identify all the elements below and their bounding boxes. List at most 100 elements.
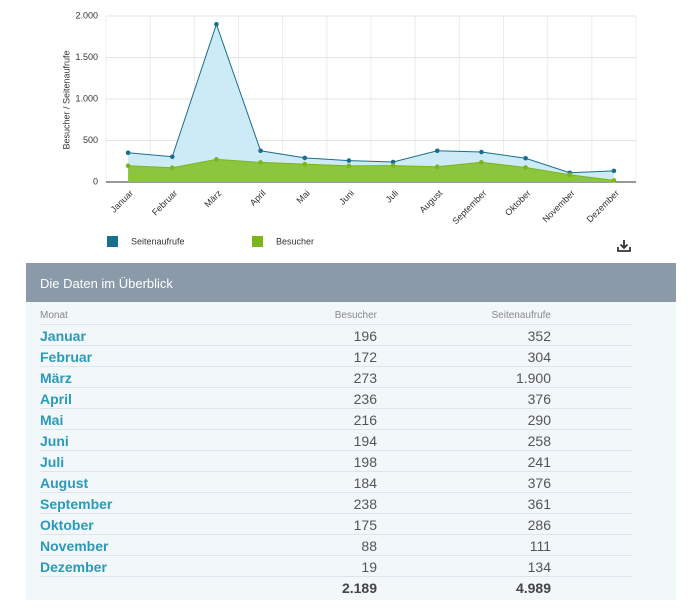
x-tick-label: September <box>450 188 488 226</box>
data-point <box>479 149 484 155</box>
series-area <box>128 159 614 182</box>
data-row: Oktober 175 286 <box>40 514 632 535</box>
data-point <box>346 158 352 163</box>
cell: 238 <box>353 496 377 512</box>
x-tick-label: Juli <box>384 188 401 205</box>
cell: Monat <box>40 310 68 321</box>
cell: März <box>40 370 72 386</box>
data-row: Februar 172 304 <box>40 346 632 367</box>
x-tick-label: Oktober <box>503 188 533 218</box>
cell: Dezember <box>40 559 107 575</box>
y-tick-label: 1.500 <box>75 52 98 62</box>
download-icon[interactable] <box>617 240 631 252</box>
cell: 172 <box>353 349 377 365</box>
series-area <box>128 24 614 182</box>
data-point <box>346 163 352 169</box>
cell: 352 <box>527 328 551 344</box>
cell: 184 <box>353 475 377 491</box>
cell: 134 <box>527 559 551 575</box>
data-row: November 88 111 <box>40 535 632 556</box>
cell: Juni <box>40 433 69 449</box>
data-point <box>258 160 263 165</box>
data-point <box>125 150 131 156</box>
cell: April <box>40 391 72 407</box>
total-row: 2.189 4.989 <box>40 577 632 598</box>
cell: 1.900 <box>515 370 551 386</box>
cell: Besucher <box>334 310 377 321</box>
cell: 111 <box>529 538 551 554</box>
y-tick-label: 500 <box>83 135 98 145</box>
data-point <box>434 164 440 170</box>
x-tick-label: Dezember <box>585 188 621 224</box>
cell: Mai <box>40 412 64 428</box>
data-point <box>258 148 263 154</box>
cell: 376 <box>527 391 551 407</box>
data-point <box>169 165 175 171</box>
data-point <box>567 172 573 177</box>
y-tick-label: 1.000 <box>75 93 98 103</box>
cell: 88 <box>361 538 377 554</box>
cell: 2.189 <box>341 580 377 596</box>
cell: 4.989 <box>515 580 551 596</box>
panel-title: Die Daten im Überblick <box>26 263 676 302</box>
y-axis-label: Besucher / Seitenaufrufe <box>61 50 71 149</box>
data-point <box>523 165 528 170</box>
data-row: Dezember 19 134 <box>40 556 632 577</box>
data-point <box>611 168 617 174</box>
x-tick-label: August <box>417 188 444 215</box>
data-point <box>390 159 396 165</box>
data-point <box>125 163 131 169</box>
legend-swatch <box>107 236 118 247</box>
cell: 273 <box>353 370 377 386</box>
cell: August <box>40 475 89 491</box>
cell: Januar <box>40 328 86 344</box>
cell: 196 <box>353 328 377 344</box>
data-point <box>302 155 308 161</box>
data-row: Juli 198 241 <box>40 451 632 472</box>
data-row: März 273 1.900 <box>40 367 632 388</box>
data-point <box>523 155 528 161</box>
data-point <box>611 178 617 183</box>
x-tick-label: Februar <box>150 188 179 217</box>
data-row: September 238 361 <box>40 493 632 514</box>
y-tick-label: 2.000 <box>75 10 98 20</box>
x-tick-label: Mai <box>295 188 312 205</box>
cell: 19 <box>361 559 377 575</box>
table: Monat Besucher Seitenaufrufe Januar 196 352 Fe… <box>26 302 676 600</box>
cell: 290 <box>527 412 551 428</box>
legend-label: Besucher <box>276 236 314 246</box>
x-tick-label: März <box>202 188 224 210</box>
data-row: Juni 194 258 <box>40 430 632 451</box>
cell: Juli <box>40 454 65 470</box>
data-row: August 184 376 <box>40 472 632 493</box>
cell: 361 <box>527 496 551 512</box>
colhead-row: Monat Besucher Seitenaufrufe <box>40 304 632 325</box>
x-tick-label: April <box>248 188 268 208</box>
cell: Oktober <box>40 517 94 533</box>
cell: 175 <box>353 517 377 533</box>
cell: 376 <box>527 475 551 491</box>
data-point <box>434 148 440 154</box>
data-panel: Die Daten im Überblick Monat Besucher Seit… <box>26 263 676 600</box>
cell: 286 <box>527 517 551 533</box>
data-point <box>390 163 396 168</box>
series-line <box>128 22 614 174</box>
cell: 241 <box>527 454 551 470</box>
cell: Seitenaufrufe <box>491 310 552 321</box>
cell: Februar <box>40 349 93 365</box>
data-point <box>214 22 219 27</box>
x-tick-label: Juni <box>337 188 356 207</box>
x-tick-label: November <box>540 188 576 224</box>
data-row: April 236 376 <box>40 388 632 409</box>
cell: 236 <box>353 391 377 407</box>
x-tick-label: Januar <box>109 188 136 215</box>
cell: 304 <box>527 349 551 365</box>
legend-swatch <box>252 236 263 247</box>
cell: 258 <box>527 433 551 449</box>
cell: September <box>40 496 113 512</box>
data-row: Januar 196 352 <box>40 325 632 346</box>
data-point <box>479 159 484 165</box>
cell: 194 <box>353 433 377 449</box>
cell: 216 <box>353 412 377 428</box>
